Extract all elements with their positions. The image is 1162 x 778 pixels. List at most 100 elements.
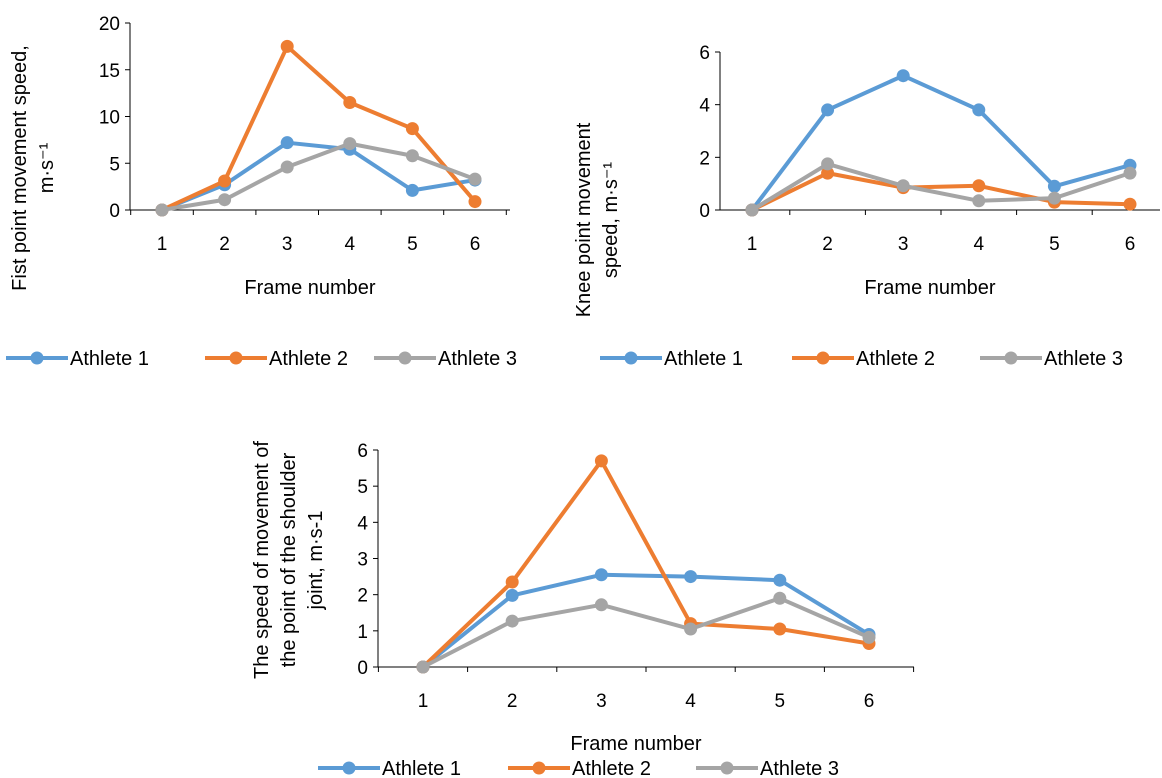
legend-swatch-marker [816, 351, 830, 365]
y-tick-label: 2 [357, 586, 368, 607]
series-line-athlete-1 [750, 73, 1131, 212]
y-tick-label: 10 [99, 108, 120, 129]
series-line-athlete-1 [161, 140, 476, 212]
y-tick-label: 6 [699, 43, 710, 64]
y-tick-label: 0 [699, 201, 710, 222]
data-point-athlete-3 [1047, 191, 1061, 205]
y-tick-label: 6 [357, 441, 368, 462]
data-point-athlete-2 [594, 454, 608, 468]
data-point-athlete-3 [684, 622, 698, 636]
series-line-athlete-3 [161, 141, 476, 212]
data-point-athlete-3 [468, 172, 482, 186]
x-tick-label: 4 [345, 234, 356, 255]
series-line-athlete-2 [161, 44, 477, 212]
legend-swatch-marker [229, 351, 243, 365]
legend-swatch-marker [624, 351, 638, 365]
y-tick-label: 4 [699, 96, 710, 117]
data-point-athlete-2 [218, 174, 232, 188]
x-tick-label: 5 [1049, 234, 1060, 255]
data-point-athlete-3 [405, 149, 419, 163]
legend-entry-athlete-3: Athlete 3 [438, 348, 517, 370]
y-tick-label: 5 [109, 154, 120, 175]
y-tick-label: 3 [357, 550, 368, 571]
y-axis-label-line: m·s⁻¹ [36, 142, 58, 193]
data-point-athlete-2 [280, 39, 294, 53]
data-point-athlete-2 [773, 622, 787, 636]
legend-entry-athlete-1: Athlete 1 [382, 758, 461, 778]
data-point-athlete-1 [405, 183, 419, 197]
x-axis-label: Frame number [864, 277, 995, 299]
data-point-athlete-1 [684, 570, 698, 584]
y-tick-label: 0 [357, 658, 368, 679]
data-point-athlete-1 [505, 588, 519, 602]
x-tick-label: 3 [282, 234, 293, 255]
legend-swatch-marker [30, 351, 44, 365]
legend-entry-athlete-1: Athlete 1 [70, 348, 149, 370]
y-axis-label-line: Fist point movement speed, [9, 45, 31, 291]
x-tick-label: 1 [747, 234, 758, 255]
data-point-athlete-3 [1123, 166, 1137, 180]
y-tick-label: 15 [99, 61, 120, 82]
legend-entry-athlete-2: Athlete 2 [572, 758, 651, 778]
series-line-athlete-3 [422, 596, 870, 669]
data-point-athlete-3 [896, 179, 910, 193]
legend-entry-athlete-1: Athlete 1 [664, 348, 743, 370]
legend-swatch-marker [342, 761, 356, 775]
data-point-athlete-1 [594, 568, 608, 582]
data-point-athlete-2 [1123, 197, 1137, 211]
data-point-athlete-1 [773, 573, 787, 587]
data-point-athlete-3 [218, 193, 232, 207]
y-tick-label: 1 [357, 622, 368, 643]
chart-fist: 0 5 10 15 20 1 2 3 4 5 6 Frame number Fist point mov… [6, 14, 517, 370]
x-tick-label: 5 [407, 234, 418, 255]
y-axis-label: The speed of movement of the point of the… [251, 441, 327, 679]
data-point-athlete-2 [821, 166, 835, 180]
series-line-athlete-2 [751, 171, 1131, 212]
chart-knee: 0 2 4 6 1 2 3 4 5 6 Frame number Knee point movemen… [573, 43, 1160, 370]
legend-entry-athlete-3: Athlete 3 [1044, 348, 1123, 370]
x-tick-label: 2 [822, 234, 833, 255]
legend-entry-athlete-2: Athlete 2 [856, 348, 935, 370]
data-point-athlete-3 [594, 598, 608, 612]
data-point-athlete-3 [862, 630, 876, 644]
y-axis-label-line: joint, m·s-1 [305, 511, 327, 611]
data-point-athlete-1 [972, 103, 986, 117]
data-point-athlete-3 [773, 591, 787, 605]
y-axis-label-line: speed, m·s⁻¹ [600, 162, 622, 278]
data-point-athlete-3 [343, 137, 357, 151]
y-tick-label: 5 [357, 477, 368, 498]
chart-shoulder: 0 1 2 3 4 5 6 1 2 3 4 5 6 Frame number The speed of mo… [251, 441, 915, 778]
x-tick-label: 4 [974, 234, 985, 255]
legend: Athlete 1 Athlete 2 Athlete 3 [318, 758, 839, 778]
x-tick-label: 4 [685, 691, 696, 712]
y-axis-label-line: the point of the shoulder [278, 452, 300, 667]
x-tick-label: 1 [157, 234, 168, 255]
y-axis-label: Fist point movement speed, m·s⁻¹ [9, 45, 58, 291]
legend-entry-athlete-2: Athlete 2 [269, 348, 348, 370]
data-point-athlete-1 [1047, 179, 1061, 193]
legend-swatch-marker [1004, 351, 1018, 365]
legend-entry-athlete-3: Athlete 3 [760, 758, 839, 778]
x-tick-label: 2 [219, 234, 230, 255]
data-point-athlete-3 [505, 614, 519, 628]
series-line-athlete-2 [421, 458, 870, 669]
series-line-athlete-1 [421, 572, 871, 669]
x-tick-label: 1 [418, 691, 429, 712]
y-axis-label-line: Knee point movement [573, 122, 595, 317]
x-tick-label: 3 [596, 691, 607, 712]
legend-swatch-marker [720, 761, 734, 775]
data-point-athlete-1 [280, 136, 294, 150]
x-tick-label: 5 [775, 691, 786, 712]
x-tick-label: 6 [470, 234, 481, 255]
data-point-athlete-3 [416, 660, 430, 674]
y-axis-label-line: The speed of movement of [251, 441, 273, 679]
legend: Athlete 1 Athlete 2 Athlete 3 [600, 348, 1123, 370]
data-point-athlete-3 [821, 157, 835, 171]
data-point-athlete-3 [745, 203, 759, 217]
legend-swatch-marker [532, 761, 546, 775]
series-line-athlete-3 [750, 161, 1131, 212]
data-point-athlete-2 [468, 195, 482, 209]
x-tick-label: 6 [1125, 234, 1136, 255]
data-point-athlete-2 [972, 179, 986, 193]
